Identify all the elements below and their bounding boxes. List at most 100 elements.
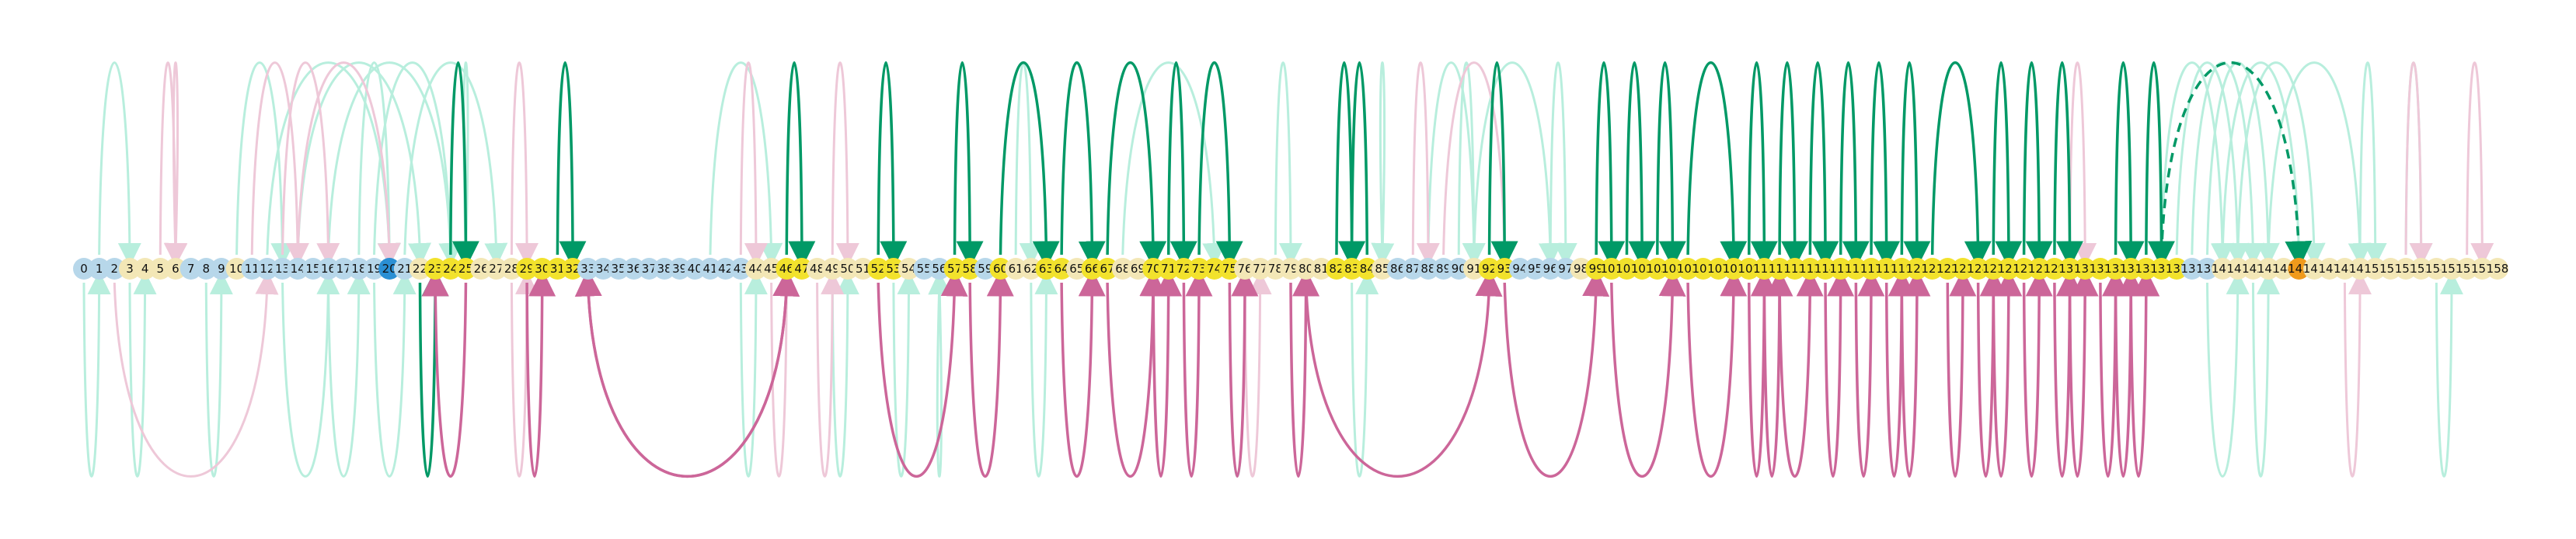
node-circle (149, 258, 172, 280)
node-circle (2043, 258, 2065, 280)
node-label: 48 (810, 262, 824, 276)
faint-forward-arc (1473, 61, 1562, 266)
node-circle (943, 258, 966, 280)
node-label: 32 (566, 262, 580, 276)
faint-forward-arc (2358, 61, 2387, 266)
node-circle (1783, 258, 1806, 280)
faint-forward-arc (928, 271, 952, 478)
faint-forward-arc (327, 61, 462, 266)
node-circle (2456, 258, 2478, 280)
node-label: 6 (172, 262, 180, 276)
node-label: 96 (1543, 262, 1558, 276)
node-circle (439, 258, 462, 280)
node-label: 7 (187, 262, 195, 276)
node-circle (2013, 258, 2035, 280)
backward-arc (968, 269, 1014, 478)
node-circle (1340, 258, 1363, 280)
forward-arc (449, 61, 479, 269)
node-label: 18 (351, 262, 366, 276)
node-circle (1051, 258, 1073, 280)
node: 9 (210, 258, 232, 280)
node: 16 (317, 258, 340, 280)
faint-forward-arc (1457, 61, 1486, 266)
node-label: 21 (397, 262, 412, 276)
node: 59 (974, 258, 996, 280)
faint-forward-arc (892, 271, 921, 478)
node-circle (2487, 258, 2508, 280)
node-circle (164, 258, 186, 280)
node-circle (1386, 258, 1409, 280)
node-label: 26 (474, 262, 489, 276)
node-circle (516, 258, 539, 280)
node: 5 (149, 258, 172, 280)
node-circle (1157, 258, 1180, 280)
node: 62 (1020, 258, 1042, 280)
node-circle (2242, 258, 2264, 280)
node-label: 65 (1069, 262, 1084, 276)
node-circle (776, 258, 798, 280)
node-circle (2318, 258, 2341, 280)
node-label: 53 (886, 262, 901, 276)
node: 57 (943, 258, 966, 280)
node-label: 58 (963, 262, 978, 276)
node-label: 12 (260, 262, 274, 276)
node: 29 (516, 258, 539, 280)
node-circle (2303, 258, 2326, 280)
node-label: 76 (1237, 262, 1252, 276)
node-circle (210, 258, 232, 280)
node: 10 (225, 258, 248, 280)
forward-arc (2114, 61, 2145, 269)
dashed-forward-arc (2159, 61, 2313, 269)
faint-forward-arc (1427, 61, 1486, 266)
node-circle (2212, 258, 2234, 280)
node-circle (1280, 258, 1302, 280)
faint-backward-arc (816, 271, 845, 478)
node-circle (1005, 258, 1027, 280)
node-circle (1417, 258, 1439, 280)
node-circle (654, 258, 676, 280)
node-circle (546, 258, 569, 280)
node-circle (2135, 258, 2157, 280)
node-circle (2379, 258, 2402, 280)
faint-forward-arc (1549, 61, 1577, 266)
node-label: 158 (2487, 262, 2509, 276)
backward-arc (1503, 269, 1610, 478)
node: 8 (195, 258, 218, 280)
node-label: 86 (1390, 262, 1405, 276)
node-label: 8 (202, 262, 210, 276)
node: 76 (1234, 258, 1257, 280)
node-circle (1677, 258, 1699, 280)
node: 23 (424, 258, 447, 280)
node: 45 (760, 258, 783, 280)
node-label: 40 (688, 262, 702, 276)
node-circle (1646, 258, 1668, 280)
node-circle (1218, 258, 1241, 280)
node-circle (1585, 258, 1608, 280)
node-circle (1310, 258, 1333, 280)
node-circle (1020, 258, 1042, 280)
node-circle (2180, 258, 2203, 280)
node-circle (562, 258, 584, 280)
backward-arc (1762, 269, 1793, 478)
node: 73 (1188, 258, 1211, 280)
node-circle (959, 258, 981, 280)
node-label: 75 (1222, 262, 1237, 276)
forward-arc (1686, 61, 1748, 269)
node-circle (638, 258, 661, 280)
node: 85 (1371, 258, 1393, 280)
node: 79 (1280, 258, 1302, 280)
node-label: 56 (932, 262, 946, 276)
node-circle (1111, 258, 1134, 280)
node-circle (1081, 258, 1103, 280)
node-circle (790, 258, 813, 280)
node: 44 (744, 258, 767, 280)
node-circle (989, 258, 1012, 280)
node-circle (1891, 258, 1913, 280)
node-label: 13 (275, 262, 290, 276)
forward-arc (1839, 61, 1870, 269)
node-label: 63 (1039, 262, 1054, 276)
faint-forward-arc (281, 271, 340, 478)
node-circle (821, 258, 844, 280)
forward-arc (1335, 61, 1366, 269)
node: 66 (1081, 258, 1103, 280)
